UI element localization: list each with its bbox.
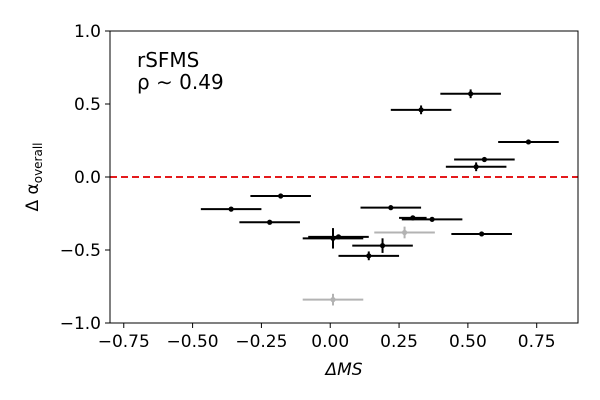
y-tick-label: 0.5 xyxy=(74,95,101,115)
x-tick-label: −0.75 xyxy=(98,332,150,352)
y-tick-label: 0.0 xyxy=(74,168,101,188)
data-point xyxy=(418,107,424,113)
plot-area xyxy=(110,89,578,306)
series-black xyxy=(200,89,559,261)
x-tick-label: 0.25 xyxy=(380,332,418,352)
y-tick-label: −1.0 xyxy=(60,314,101,334)
y-axis-label-sub: overall xyxy=(31,142,45,183)
series-grey xyxy=(302,226,435,306)
x-tick-label: 0.00 xyxy=(311,332,349,352)
x-tick-label: 0.75 xyxy=(518,332,556,352)
x-tick-label: 0.50 xyxy=(449,332,487,352)
data-point xyxy=(330,297,336,303)
data-point xyxy=(468,91,474,97)
x-tick-label: −0.50 xyxy=(167,332,219,352)
data-point xyxy=(366,253,372,259)
data-point xyxy=(481,156,487,163)
data-point xyxy=(429,216,435,222)
annotation-correlation: ρ ∼ 0.49 xyxy=(137,70,224,94)
data-point xyxy=(335,234,342,240)
y-tick-label: 1.0 xyxy=(74,22,101,42)
y-tick-label: −0.5 xyxy=(60,241,101,261)
y-axis-label: Δ αoverall xyxy=(23,142,45,211)
data-point xyxy=(388,205,394,211)
data-point xyxy=(479,231,485,237)
y-axis-label-main: Δ α xyxy=(23,183,43,211)
data-point xyxy=(379,243,386,249)
x-axis: −0.75 −0.50 −0.25 0.00 0.25 0.50 0.75 xyxy=(98,323,556,352)
data-point xyxy=(401,229,408,236)
data-point xyxy=(228,206,234,212)
data-point xyxy=(525,139,532,145)
x-tick-label: −0.25 xyxy=(235,332,287,352)
y-axis: −1.0 −0.5 0.0 0.5 1.0 xyxy=(60,22,110,334)
annotation-sample: rSFMS xyxy=(137,48,199,72)
data-point xyxy=(267,219,273,225)
x-axis-label: ΔMS xyxy=(323,360,362,380)
data-point xyxy=(473,164,479,170)
data-point xyxy=(278,193,284,199)
